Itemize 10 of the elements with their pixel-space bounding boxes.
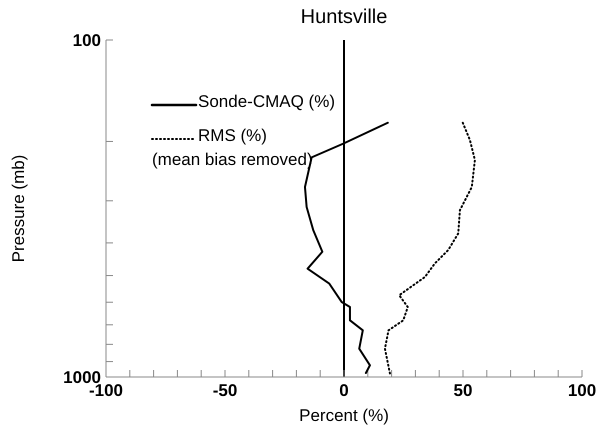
x-axis-title: Percent (%) (299, 406, 389, 425)
chart-title: Huntsville (300, 6, 388, 29)
x-tick-label: -50 (212, 381, 238, 400)
legend-label: RMS (%) (198, 126, 267, 146)
line-series (384, 122, 476, 374)
x-tick-label: 50 (454, 381, 472, 400)
y-axis-title: Pressure (mb) (9, 154, 28, 262)
legend-label: Sonde-CMAQ (%) (198, 92, 335, 112)
x-tick-label: 0 (339, 381, 349, 400)
x-tick-label: 100 (568, 381, 596, 400)
